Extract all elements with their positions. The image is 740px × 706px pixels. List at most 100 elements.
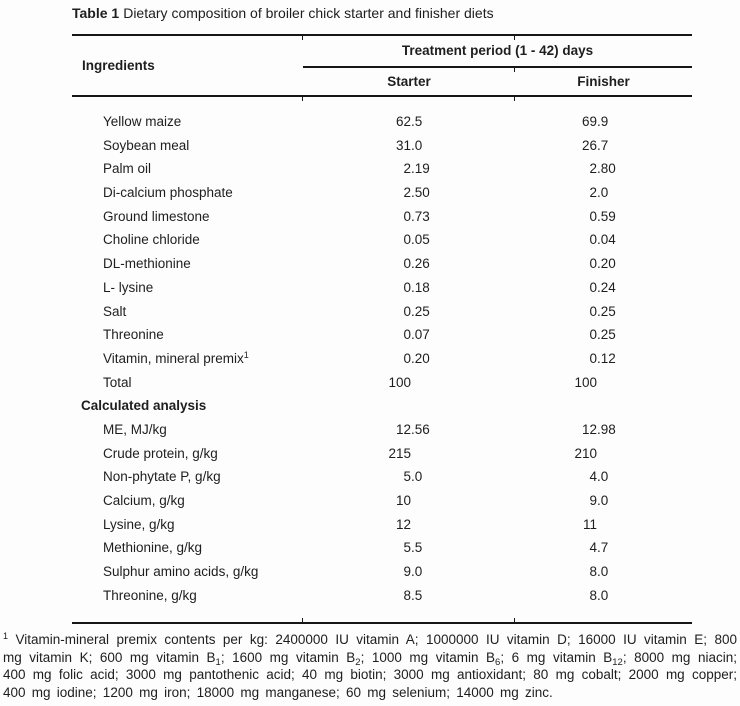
ingredient-label: Vitamin, mineral premix1 xyxy=(103,349,249,366)
table-row: Methionine, g/kg 5.5 4.7 xyxy=(72,536,692,560)
finisher-value: 8.0 xyxy=(589,564,609,580)
finisher-column-header: Finisher xyxy=(577,74,630,89)
ingredient-label: Soybean meal xyxy=(103,137,190,153)
ingredient-label: Calcium, g/kg xyxy=(103,493,185,508)
finisher-value: 11 xyxy=(582,516,597,532)
starter-value xyxy=(303,394,515,418)
table-row: Soybean meal 31.0 26.7 xyxy=(72,134,692,158)
finisher-value: 9.0 xyxy=(589,493,609,508)
finisher-value xyxy=(515,394,692,418)
table-row: Threonine 0.07 0.25 xyxy=(72,323,692,347)
table-row: Non-phytate P, g/kg 5.0 4.0 xyxy=(72,465,692,489)
footnote: 1 Vitamin-mineral premix contents per kg… xyxy=(3,631,737,702)
treatment-header-group: Treatment period (1 - 42) days Starter F… xyxy=(303,36,692,95)
ingredient-label: Ground limestone xyxy=(103,208,210,224)
table-row: Threonine, g/kg 8.5 8.0 xyxy=(72,584,692,608)
table-row: Salt 0.25 0.25 xyxy=(72,300,692,324)
starter-value: 0.26 xyxy=(403,256,430,272)
finisher-value: 2.0 xyxy=(589,185,609,201)
table-row: Total 100 100 xyxy=(72,371,692,395)
finisher-value: 100 xyxy=(574,374,597,390)
finisher-value: 0.59 xyxy=(589,208,616,224)
finisher-value: 69.9 xyxy=(581,114,609,129)
ingredient-label: Threonine xyxy=(103,327,164,343)
column-boundary-tick xyxy=(514,97,515,101)
section-label: Calculated analysis xyxy=(81,398,207,414)
column-boundary-tick xyxy=(302,36,303,40)
ingredient-label: DL-methionine xyxy=(103,256,191,272)
ingredient-label: Sulphur amino acids, g/kg xyxy=(103,564,259,580)
starter-value: 5.0 xyxy=(403,469,423,485)
ingredient-label: Lysine, g/kg xyxy=(103,516,175,532)
table-header: Ingredients Treatment period (1 - 42) da… xyxy=(72,34,692,97)
starter-column-header: Starter xyxy=(387,74,431,89)
footnote-reference: 1 xyxy=(243,349,249,360)
ingredient-label: Di-calcium phosphate xyxy=(103,185,233,201)
ingredient-label: Palm oil xyxy=(103,161,152,177)
column-boundary-tick xyxy=(302,618,303,623)
finisher-value: 4.0 xyxy=(589,469,609,485)
table-row: Sulphur amino acids, g/kg 9.0 8.0 xyxy=(72,560,692,584)
table-row: Crude protein, g/kg 215 210 xyxy=(72,442,692,466)
table-row: L- lysine 0.18 0.24 xyxy=(72,276,692,300)
table-row: Ground limestone 0.73 0.59 xyxy=(72,205,692,229)
column-boundary-tick xyxy=(302,97,303,101)
table-row: Lysine, g/kg 12 11 xyxy=(72,513,692,537)
ingredient-label: ME, MJ/kg xyxy=(103,421,167,437)
ingredient-label: Salt xyxy=(103,303,127,319)
finisher-value: 210 xyxy=(574,445,597,461)
treatment-period-header: Treatment period (1 - 42) days xyxy=(303,36,692,68)
ingredient-label: Total xyxy=(103,374,132,390)
table-row: Di-calcium phosphate 2.50 2.0 xyxy=(72,181,692,205)
finisher-value: 8.0 xyxy=(589,587,609,603)
finisher-value: 2.80 xyxy=(589,161,616,177)
ingredient-label: Threonine, g/kg xyxy=(103,587,197,603)
starter-value: 12 xyxy=(395,516,411,532)
column-boundary-tick xyxy=(514,68,515,72)
column-boundary-tick xyxy=(514,36,515,40)
table-row: Yellow maize 62.5 69.9 xyxy=(72,110,692,134)
starter-value: 8.5 xyxy=(403,587,423,603)
ingredient-label: Methionine, g/kg xyxy=(103,540,203,556)
footnote-marker: 1 xyxy=(3,631,9,641)
finisher-value: 0.12 xyxy=(589,350,616,366)
starter-value: 62.5 xyxy=(395,114,423,129)
table-row: Palm oil 2.19 2.80 xyxy=(72,157,692,181)
diet-column-headers: Starter Finisher xyxy=(303,68,692,95)
starter-value: 100 xyxy=(388,374,411,390)
starter-value: 12.56 xyxy=(395,421,430,437)
finisher-value: 0.24 xyxy=(589,279,616,295)
finisher-value: 0.04 xyxy=(589,232,616,248)
caption-text: Dietary composition of broiler chick sta… xyxy=(123,5,494,21)
table-row: Vitamin, mineral premix1 0.20 0.12 xyxy=(72,347,692,371)
footnote-text: Vitamin-mineral premix contents per kg: … xyxy=(3,632,737,701)
starter-value: 0.25 xyxy=(403,303,430,319)
starter-value: 5.5 xyxy=(403,540,423,556)
table-caption: Table 1 Dietary composition of broiler ch… xyxy=(72,5,494,22)
table-row: ME, MJ/kg 12.56 12.98 xyxy=(72,418,692,442)
ingredient-label: Choline chloride xyxy=(103,232,200,248)
column-boundary-tick xyxy=(514,618,515,623)
starter-value: 2.19 xyxy=(403,161,430,177)
finisher-value: 12.98 xyxy=(581,421,616,437)
ingredients-column-header: Ingredients xyxy=(82,58,155,73)
diet-composition-table: Ingredients Treatment period (1 - 42) da… xyxy=(72,34,692,625)
table-row: Calcium, g/kg 10 9.0 xyxy=(72,489,692,513)
starter-value: 0.05 xyxy=(403,232,430,248)
finisher-value: 0.20 xyxy=(589,256,616,272)
starter-value: 9.0 xyxy=(403,564,423,580)
starter-value: 31.0 xyxy=(395,137,423,153)
table-row: Calculated analysis xyxy=(72,394,692,418)
starter-value: 0.07 xyxy=(403,327,430,343)
table-body: Yellow maize 62.5 69.9 Soybean meal 31.0 26.7… xyxy=(72,97,692,625)
ingredient-label: Yellow maize xyxy=(103,114,182,129)
caption-label: Table 1 xyxy=(72,5,120,21)
ingredient-label: Non-phytate P, g/kg xyxy=(103,469,221,485)
starter-value: 215 xyxy=(388,445,411,461)
starter-value: 0.18 xyxy=(403,279,430,295)
starter-value: 0.73 xyxy=(403,208,430,224)
table-row: Choline chloride 0.05 0.04 xyxy=(72,228,692,252)
ingredient-label: Crude protein, g/kg xyxy=(103,445,218,461)
starter-value: 2.50 xyxy=(403,185,430,201)
